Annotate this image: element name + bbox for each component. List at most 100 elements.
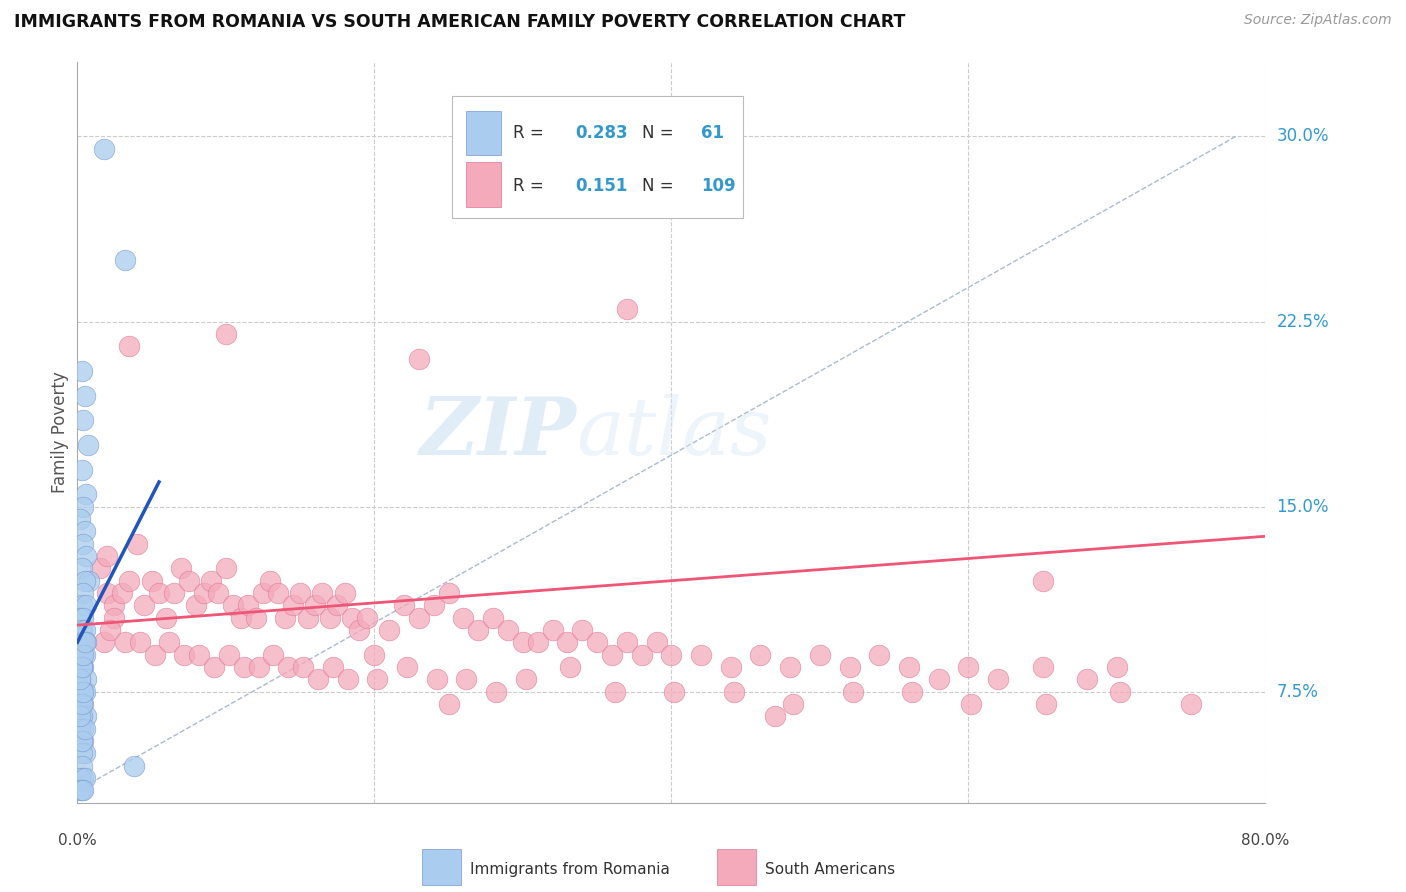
Point <box>378 623 401 637</box>
Point <box>72 660 94 674</box>
Text: Source: ZipAtlas.com: Source: ZipAtlas.com <box>1244 13 1392 28</box>
Text: 15.0%: 15.0% <box>1277 498 1329 516</box>
Point <box>277 660 299 674</box>
Text: N =: N = <box>641 178 679 195</box>
Point <box>73 389 96 403</box>
Text: 109: 109 <box>702 178 735 195</box>
Point <box>72 611 94 625</box>
Point <box>75 673 97 687</box>
Point <box>485 685 508 699</box>
Point <box>96 549 118 563</box>
Point <box>408 611 430 625</box>
Point <box>340 611 363 625</box>
Point <box>661 648 683 662</box>
Point <box>356 611 378 625</box>
Point <box>98 623 121 637</box>
Point <box>557 635 579 649</box>
Point <box>69 783 91 797</box>
Text: IMMIGRANTS FROM ROMANIA VS SOUTH AMERICAN FAMILY POVERTY CORRELATION CHART: IMMIGRANTS FROM ROMANIA VS SOUTH AMERICA… <box>14 13 905 31</box>
Point <box>215 561 238 575</box>
Point <box>72 500 94 514</box>
Point <box>247 660 270 674</box>
Text: 61: 61 <box>702 124 724 142</box>
Point <box>1032 574 1054 588</box>
Point <box>73 574 96 588</box>
Point <box>72 536 94 550</box>
Point <box>73 722 96 736</box>
Point <box>215 326 238 341</box>
Point <box>437 697 460 711</box>
Point <box>408 351 430 366</box>
Point <box>749 648 772 662</box>
Point <box>186 599 208 613</box>
Point <box>1105 660 1128 674</box>
Point <box>70 709 93 723</box>
Point <box>72 685 94 699</box>
Point <box>69 673 91 687</box>
Point <box>720 660 742 674</box>
Text: 7.5%: 7.5% <box>1277 682 1319 701</box>
Point <box>1076 673 1098 687</box>
Point <box>70 783 93 797</box>
Point <box>267 586 290 600</box>
Point <box>155 611 177 625</box>
Point <box>70 734 93 748</box>
Point <box>586 635 609 649</box>
Point <box>512 635 534 649</box>
Text: atlas: atlas <box>576 394 772 471</box>
Point <box>229 611 252 625</box>
Point <box>173 648 195 662</box>
Point <box>143 648 166 662</box>
Text: R =: R = <box>513 124 550 142</box>
Point <box>69 722 91 736</box>
Point <box>72 648 94 662</box>
Point <box>957 660 980 674</box>
Point <box>70 561 93 575</box>
Point <box>526 635 548 649</box>
Point <box>163 586 186 600</box>
Point <box>70 697 93 711</box>
Point <box>73 635 96 649</box>
Point <box>157 635 180 649</box>
Point <box>93 142 115 156</box>
Point <box>69 709 91 723</box>
Point <box>73 685 96 699</box>
Point <box>70 462 93 476</box>
Point <box>987 673 1010 687</box>
Point <box>763 709 786 723</box>
Point <box>245 611 267 625</box>
Point <box>188 648 211 662</box>
Point <box>437 586 460 600</box>
Point <box>96 586 118 600</box>
Point <box>274 611 297 625</box>
Point <box>333 586 356 600</box>
Point <box>252 586 274 600</box>
Point <box>70 364 93 378</box>
Point <box>366 673 388 687</box>
Point <box>118 339 141 353</box>
Bar <box>465 111 502 155</box>
Point <box>482 611 505 625</box>
Point <box>75 599 97 613</box>
Point <box>541 623 564 637</box>
Point <box>69 697 91 711</box>
Point <box>236 599 259 613</box>
Point <box>70 648 93 662</box>
FancyBboxPatch shape <box>451 95 742 218</box>
Point <box>75 549 97 563</box>
Point <box>72 734 94 748</box>
Text: Immigrants from Romania: Immigrants from Romania <box>470 863 669 877</box>
Point <box>122 758 145 772</box>
Point <box>841 685 863 699</box>
Point <box>125 536 148 550</box>
Point <box>456 673 478 687</box>
Point <box>70 734 93 748</box>
Point <box>262 648 284 662</box>
Point <box>70 599 93 613</box>
Point <box>73 648 96 662</box>
Text: 0.0%: 0.0% <box>58 833 97 848</box>
Point <box>392 599 415 613</box>
Point <box>307 673 329 687</box>
Point <box>1032 660 1054 674</box>
Point <box>69 771 91 785</box>
